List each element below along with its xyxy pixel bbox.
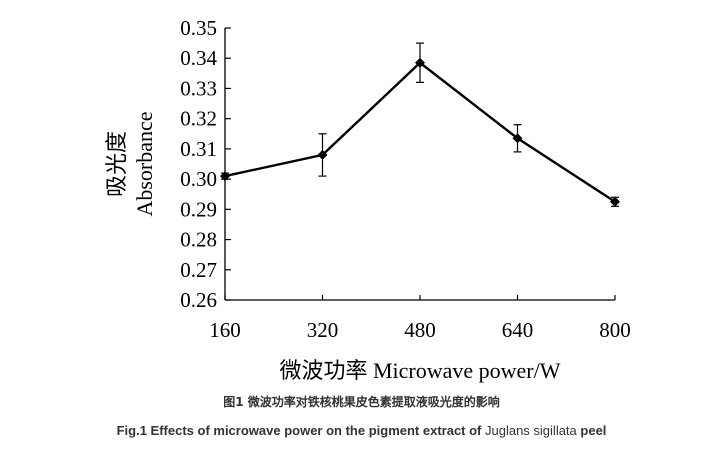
x-tick-label: 160 bbox=[209, 318, 241, 342]
y-tick-label: 0.33 bbox=[180, 76, 217, 100]
figure-caption-en: Fig.1 Effects of microwave power on the … bbox=[0, 423, 723, 438]
y-tick-label: 0.31 bbox=[180, 137, 217, 161]
x-tick-label: 800 bbox=[599, 318, 631, 342]
y-tick-label: 0.29 bbox=[180, 197, 217, 221]
series-line bbox=[224, 61, 616, 203]
caption-en-species: Juglans sigillata bbox=[485, 423, 577, 438]
y-tick-label: 0.35 bbox=[180, 16, 217, 40]
y-tick-label: 0.28 bbox=[180, 228, 217, 252]
y-axis-label: 吸光度 Absorbance bbox=[104, 111, 157, 216]
data-point bbox=[220, 171, 230, 182]
y-tick-label: 0.30 bbox=[180, 167, 217, 191]
x-axis-label: 微波功率 Microwave power/W bbox=[279, 358, 560, 383]
x-tick-label: 480 bbox=[404, 318, 436, 342]
caption-en-suffix: peel bbox=[576, 423, 607, 438]
y-tick-label: 0.27 bbox=[180, 258, 217, 282]
figure-caption-cn: 图1 微波功率对铁核桃果皮色素提取液吸光度的影响 bbox=[223, 395, 500, 409]
y-tick-label: 0.26 bbox=[180, 288, 217, 312]
data-point bbox=[317, 149, 328, 160]
caption-en-prefix: Fig.1 Effects of microwave power on the … bbox=[116, 423, 485, 438]
y-axis-label-en: Absorbance bbox=[132, 111, 157, 216]
x-tick-label: 640 bbox=[502, 318, 534, 342]
chart: 0.26 0.27 0.28 0.29 0.30 0.31 0.32 0.33 0.34 0.35… bbox=[104, 16, 631, 383]
y-tick-label: 0.32 bbox=[180, 107, 217, 131]
data-point bbox=[415, 57, 425, 68]
data-point bbox=[610, 196, 620, 207]
data-point bbox=[512, 133, 523, 144]
x-tick-label: 320 bbox=[307, 318, 339, 342]
series bbox=[220, 42, 620, 207]
y-tick-label: 0.34 bbox=[180, 46, 217, 70]
y-axis-label-cn: 吸光度 bbox=[104, 131, 129, 197]
ticks: 0.26 0.27 0.28 0.29 0.30 0.31 0.32 0.33 0.34 0.35… bbox=[180, 16, 631, 342]
